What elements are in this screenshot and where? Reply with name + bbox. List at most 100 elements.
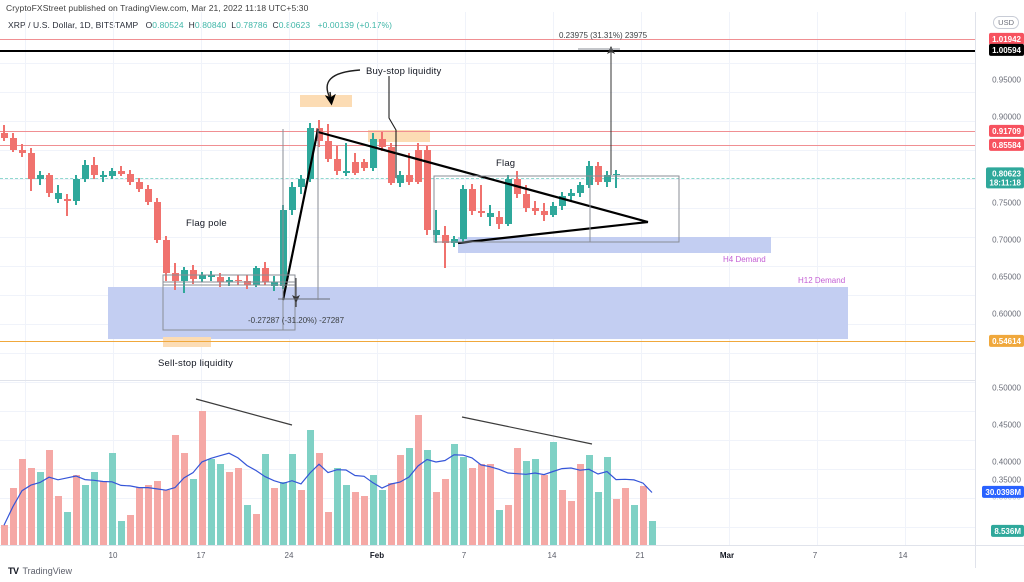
price-badge-last-price-0-80623[interactable]: 0.80623 18:11:18 [986, 167, 1024, 189]
volume-bar [108, 452, 116, 545]
candle-body [207, 274, 215, 278]
price-tick: 0.95000 [992, 75, 1021, 85]
flag-pole-label[interactable]: Flag pole [186, 218, 227, 229]
flag-label[interactable]: Flag [496, 158, 516, 169]
grid-line-vertical [553, 12, 554, 545]
last-price-line[interactable] [0, 178, 975, 179]
volume-bar [18, 459, 26, 545]
volume-bar [576, 463, 584, 545]
candle-body [216, 277, 224, 283]
up-measure-label[interactable]: 0.23975 (31.31%) 23975 [559, 31, 648, 40]
sell-stop-liquidity-label[interactable]: Sell-stop liquidity [158, 358, 234, 369]
volume-bar [171, 435, 179, 545]
volume-bar [549, 441, 557, 545]
price-badge-value: 1.01942 [992, 34, 1021, 44]
volume-bar [189, 479, 197, 545]
price-chart-plot[interactable]: Buy-stop liquidity Sell-stop liquidity Fla… [0, 12, 975, 545]
price-scale[interactable]: USD 0.95000 0.90000 0.75000 0.70000 0.65000 0… [975, 12, 1024, 545]
volume-bar [306, 429, 314, 545]
price-badge-volume-last-8-536[interactable]: 8.536M [991, 524, 1024, 538]
time-tick: 14 [898, 551, 908, 560]
h12-demand-zone[interactable] [108, 287, 848, 339]
volume-bar [63, 512, 71, 545]
volume-bar [315, 452, 323, 545]
candle-body [261, 268, 269, 283]
grid-line-horizontal [0, 179, 975, 180]
candle-body [522, 194, 530, 209]
candle-wick [444, 226, 446, 269]
open-value: 0.80524 [152, 20, 184, 30]
time-axis-corner [975, 545, 1024, 568]
candle-body [423, 149, 431, 231]
candle-body [585, 166, 593, 186]
buy-stop-liquidity-1-zone[interactable] [300, 95, 352, 107]
volume-bar [531, 459, 539, 545]
price-badge-volume-ma-30-0398[interactable]: 30.0398M [982, 485, 1024, 499]
buy-stop-liquidity-label[interactable]: Buy-stop liquidity [366, 66, 442, 77]
h4-demand-label[interactable]: H4 Demand [723, 255, 766, 264]
grid-line-vertical [641, 12, 642, 545]
volume-bar [459, 457, 467, 545]
price-badge-value: 30.0398M [985, 487, 1021, 497]
price-badge-value: 0.80623 [992, 168, 1021, 178]
candle-body [45, 175, 53, 194]
volume-bar [279, 482, 287, 545]
candle-body [369, 139, 377, 168]
time-tick: 10 [108, 551, 118, 560]
close-value: 0.80623 [278, 20, 311, 30]
volume-bar [558, 490, 566, 545]
price-badge-measured-target-1-00594[interactable]: 1.00594 [989, 43, 1024, 57]
sell-stop-liquidity-zone[interactable] [163, 337, 211, 347]
price-line-0-54614[interactable] [0, 341, 975, 342]
candle-body [567, 193, 575, 196]
candle-body [612, 173, 620, 176]
candle-body [531, 208, 539, 211]
h12-demand-label[interactable]: H12 Demand [798, 276, 846, 285]
candle-body [477, 210, 485, 214]
price-badge-resistance-0-85584[interactable]: 0.85584 [989, 138, 1024, 152]
currency-badge[interactable]: USD [993, 16, 1019, 29]
volume-bar [54, 495, 62, 545]
price-badge-support-0-54614[interactable]: 0.54614 [989, 334, 1024, 348]
buy-stop-pointer-curve[interactable] [326, 69, 361, 99]
volume-divergence-upper[interactable] [195, 398, 293, 426]
volume-bar [72, 474, 80, 545]
volume-bar [441, 479, 449, 545]
price-line-1-01942[interactable] [0, 39, 975, 40]
volume-bar [432, 492, 440, 545]
volume-bar [99, 481, 107, 545]
candle-body [333, 158, 341, 172]
candle-body [72, 179, 80, 202]
publisher-line: CryptoFXStreet published on TradingView.… [6, 3, 309, 13]
candle-body [270, 282, 278, 287]
price-line-0-91709[interactable] [0, 131, 975, 132]
volume-bar [396, 454, 404, 545]
candle-body [162, 240, 170, 274]
price-tick: 0.70000 [992, 235, 1021, 245]
symbol-label[interactable]: XRP / U.S. Dollar, 1D, BITSTAMP [8, 20, 139, 30]
candle-body [81, 164, 89, 179]
time-axis[interactable]: 10 17 24 Feb 7 14 21 Mar 7 14 [0, 545, 975, 568]
price-line-1-00594[interactable] [0, 50, 975, 52]
grid-line-horizontal [0, 208, 975, 209]
candle-body [63, 198, 71, 202]
volume-bar [540, 474, 548, 545]
candle-body [603, 175, 611, 182]
price-badge-value: 0.85584 [992, 140, 1021, 150]
price-badge-resistance-0-91709[interactable]: 0.91709 [989, 124, 1024, 138]
volume-bar [369, 474, 377, 545]
h4-demand-zone[interactable] [458, 237, 771, 253]
volume-bar [90, 472, 98, 545]
volume-bar [504, 505, 512, 545]
target-measure-box[interactable] [589, 175, 680, 243]
price-badge-resistance-1-0194[interactable]: 1.01942 [989, 32, 1024, 46]
down-measure-label[interactable]: -0.27287 (-31.20%) -27287 [248, 316, 345, 325]
grid-line-horizontal [0, 121, 975, 122]
candle-body [441, 235, 449, 243]
time-tick: Feb [369, 551, 385, 560]
candle-body [27, 153, 35, 179]
volume-bar [0, 525, 8, 545]
grid-line-horizontal [0, 382, 975, 383]
price-line-0-85584[interactable] [0, 145, 975, 146]
candle-body [144, 189, 152, 202]
